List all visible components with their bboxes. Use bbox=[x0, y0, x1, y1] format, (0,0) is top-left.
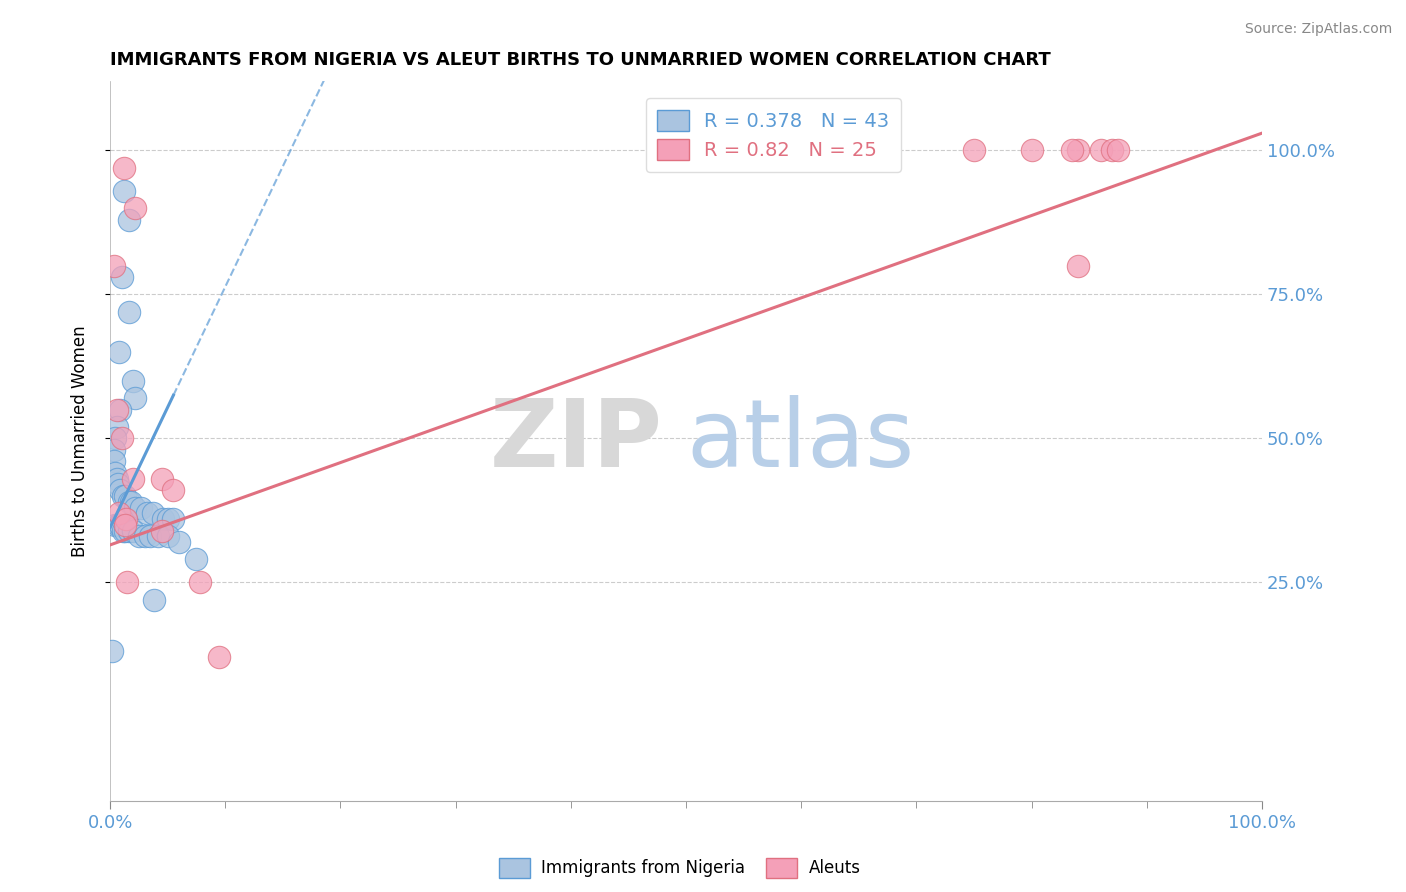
Point bbox=[110, 517, 132, 532]
Point bbox=[115, 512, 138, 526]
Point bbox=[114, 489, 136, 503]
Point bbox=[1090, 144, 1112, 158]
Point bbox=[162, 512, 184, 526]
Point bbox=[139, 529, 162, 543]
Point bbox=[110, 270, 132, 285]
Point bbox=[112, 161, 135, 175]
Text: ZIP: ZIP bbox=[491, 395, 664, 487]
Point bbox=[108, 506, 131, 520]
Point bbox=[124, 500, 146, 515]
Point bbox=[111, 489, 134, 503]
Point bbox=[107, 477, 129, 491]
Point bbox=[1107, 144, 1129, 158]
Point bbox=[142, 506, 165, 520]
Point bbox=[134, 529, 156, 543]
Text: Aleuts: Aleuts bbox=[808, 859, 860, 877]
Point bbox=[148, 529, 170, 543]
Point bbox=[117, 575, 139, 590]
Point bbox=[186, 552, 208, 566]
Point bbox=[1060, 144, 1083, 158]
Point bbox=[105, 402, 128, 417]
Point bbox=[124, 391, 146, 405]
Point bbox=[1066, 144, 1088, 158]
Point bbox=[108, 345, 131, 359]
Point bbox=[1101, 144, 1123, 158]
Point bbox=[117, 212, 139, 227]
Point bbox=[128, 529, 150, 543]
Point bbox=[963, 144, 986, 158]
Point bbox=[122, 472, 145, 486]
Point bbox=[117, 494, 139, 508]
Point bbox=[188, 575, 211, 590]
Point bbox=[167, 535, 190, 549]
Point bbox=[114, 524, 136, 538]
Point bbox=[136, 506, 159, 520]
Legend: R = 0.378   N = 43, R = 0.82   N = 25: R = 0.378 N = 43, R = 0.82 N = 25 bbox=[645, 98, 901, 172]
Point bbox=[1066, 259, 1088, 273]
Point bbox=[744, 144, 766, 158]
Point bbox=[813, 144, 835, 158]
Point bbox=[208, 650, 231, 665]
Y-axis label: Births to Unmarried Women: Births to Unmarried Women bbox=[72, 326, 89, 558]
Point bbox=[107, 517, 129, 532]
Text: Immigrants from Nigeria: Immigrants from Nigeria bbox=[541, 859, 745, 877]
Point bbox=[122, 524, 145, 538]
Point bbox=[129, 500, 152, 515]
Point bbox=[103, 442, 125, 457]
Point bbox=[122, 374, 145, 388]
Point bbox=[110, 402, 132, 417]
Point bbox=[150, 524, 173, 538]
Point bbox=[101, 644, 124, 658]
Text: Source: ZipAtlas.com: Source: ZipAtlas.com bbox=[1244, 22, 1392, 37]
Point bbox=[114, 517, 136, 532]
Text: atlas: atlas bbox=[686, 395, 914, 487]
Point bbox=[104, 517, 127, 532]
Point bbox=[1021, 144, 1043, 158]
Point bbox=[112, 184, 135, 198]
Point bbox=[152, 512, 174, 526]
Point bbox=[124, 201, 146, 215]
Point bbox=[103, 454, 125, 468]
Point bbox=[150, 472, 173, 486]
Point bbox=[105, 420, 128, 434]
Point bbox=[156, 512, 179, 526]
Point bbox=[162, 483, 184, 498]
Point bbox=[105, 472, 128, 486]
Point bbox=[111, 524, 134, 538]
Point bbox=[104, 431, 127, 445]
Point bbox=[117, 524, 139, 538]
Text: IMMIGRANTS FROM NIGERIA VS ALEUT BIRTHS TO UNMARRIED WOMEN CORRELATION CHART: IMMIGRANTS FROM NIGERIA VS ALEUT BIRTHS … bbox=[110, 51, 1050, 69]
Point bbox=[156, 529, 179, 543]
Point bbox=[117, 304, 139, 318]
Point bbox=[142, 592, 165, 607]
Point bbox=[104, 466, 127, 480]
Point bbox=[110, 483, 132, 498]
Point bbox=[120, 494, 142, 508]
Point bbox=[103, 259, 125, 273]
Point bbox=[110, 431, 132, 445]
